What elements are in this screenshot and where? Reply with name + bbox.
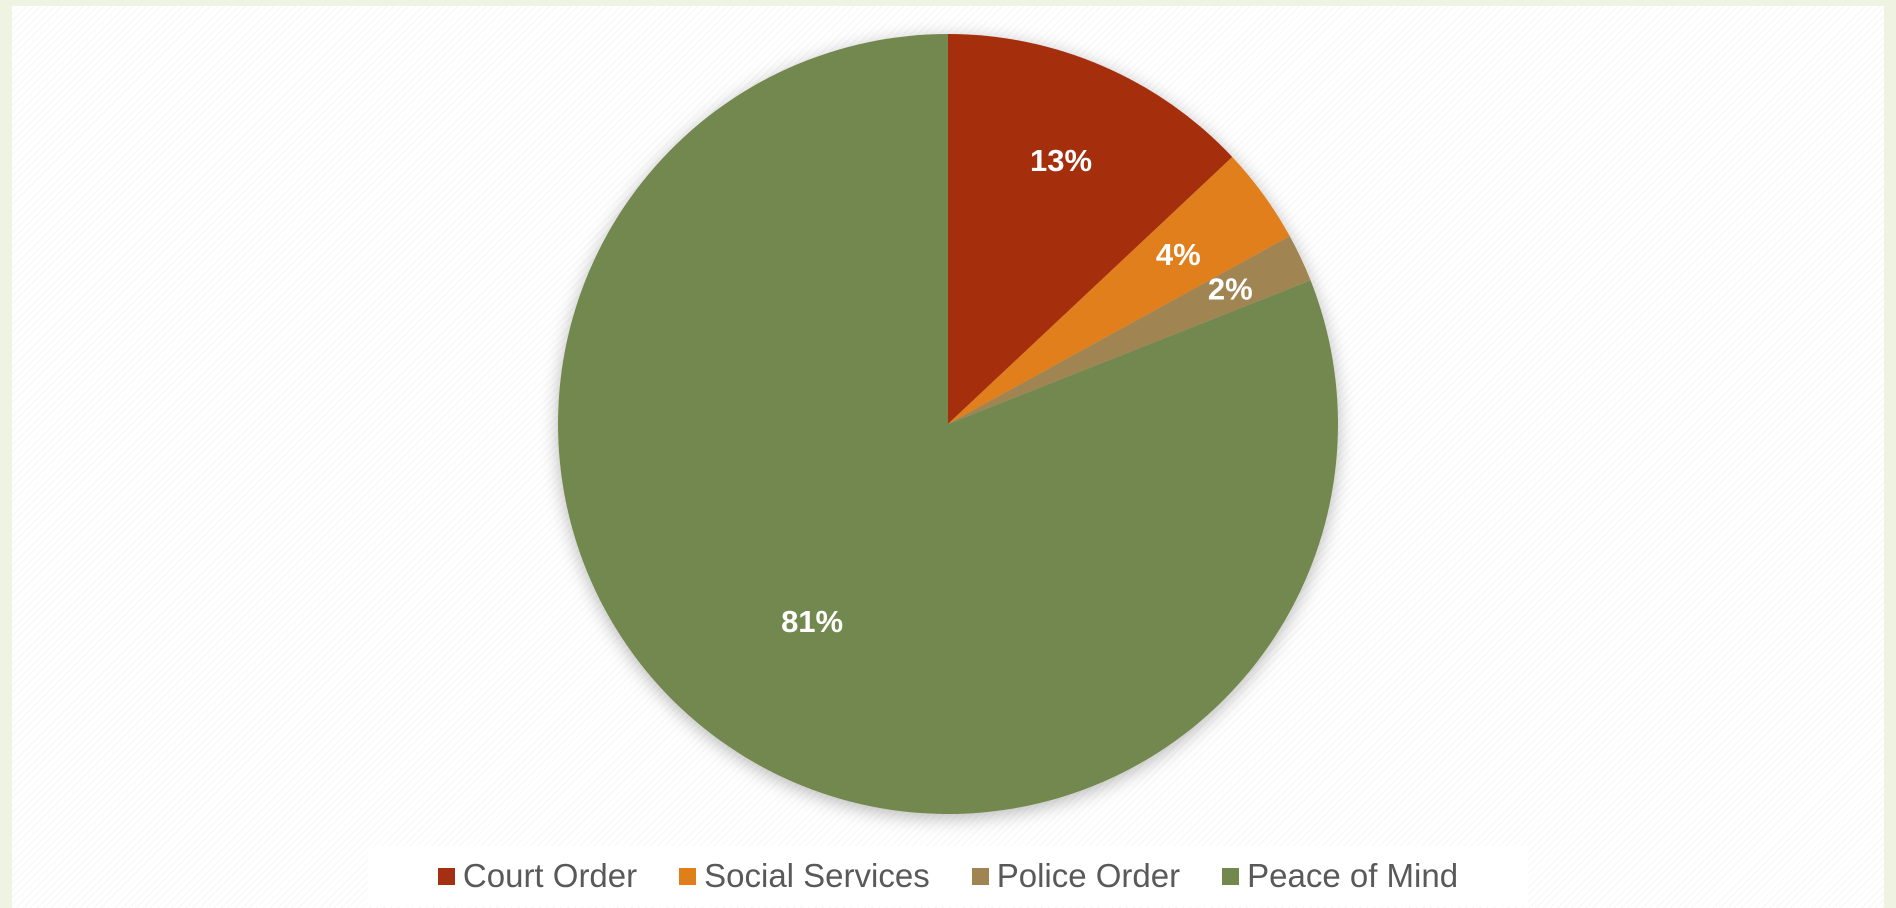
legend: Court Order Social Services Police Order… xyxy=(368,846,1528,906)
data-label-peace-of-mind: 81% xyxy=(781,604,843,639)
legend-label-police-order: Police Order xyxy=(996,857,1181,894)
legend-label-court-order: Court Order xyxy=(462,857,638,894)
pie-data-labels: 13% 4%2% 81% xyxy=(781,143,1253,639)
legend-swatch-police-order xyxy=(971,867,989,885)
data-label-court-order: 13% xyxy=(1030,143,1092,178)
pie-chart: 13% 4%2% 81% xyxy=(557,34,1338,814)
pie-slice-peace-of-mind[interactable] xyxy=(557,34,1338,814)
pie-slices xyxy=(557,34,1338,814)
legend-item-peace-of-mind[interactable]: Peace of Mind xyxy=(1222,857,1458,895)
legend-swatch-court-order xyxy=(437,867,455,885)
legend-swatch-peace-of-mind xyxy=(1222,867,1240,885)
pie-slice-police-order[interactable] xyxy=(948,236,1311,424)
pie-slice-court-order[interactable] xyxy=(948,34,1233,424)
pie-slice-social-services[interactable] xyxy=(948,157,1290,425)
legend-item-social-services[interactable]: Social Services xyxy=(679,857,930,895)
legend-swatch-social-services xyxy=(679,867,697,885)
legend-item-court-order[interactable]: Court Order xyxy=(437,857,638,895)
data-label-police-order: 2% xyxy=(1208,271,1253,306)
legend-label-peace-of-mind: Peace of Mind xyxy=(1247,857,1459,894)
chart-area: 13% 4% 2% 81% Court Order Social Services P… xyxy=(12,6,1884,908)
legend-label-social-services: Social Services xyxy=(704,857,930,894)
legend-item-police-order[interactable]: Police Order xyxy=(971,857,1181,895)
data-label-social-services: 4% xyxy=(1156,237,1201,272)
